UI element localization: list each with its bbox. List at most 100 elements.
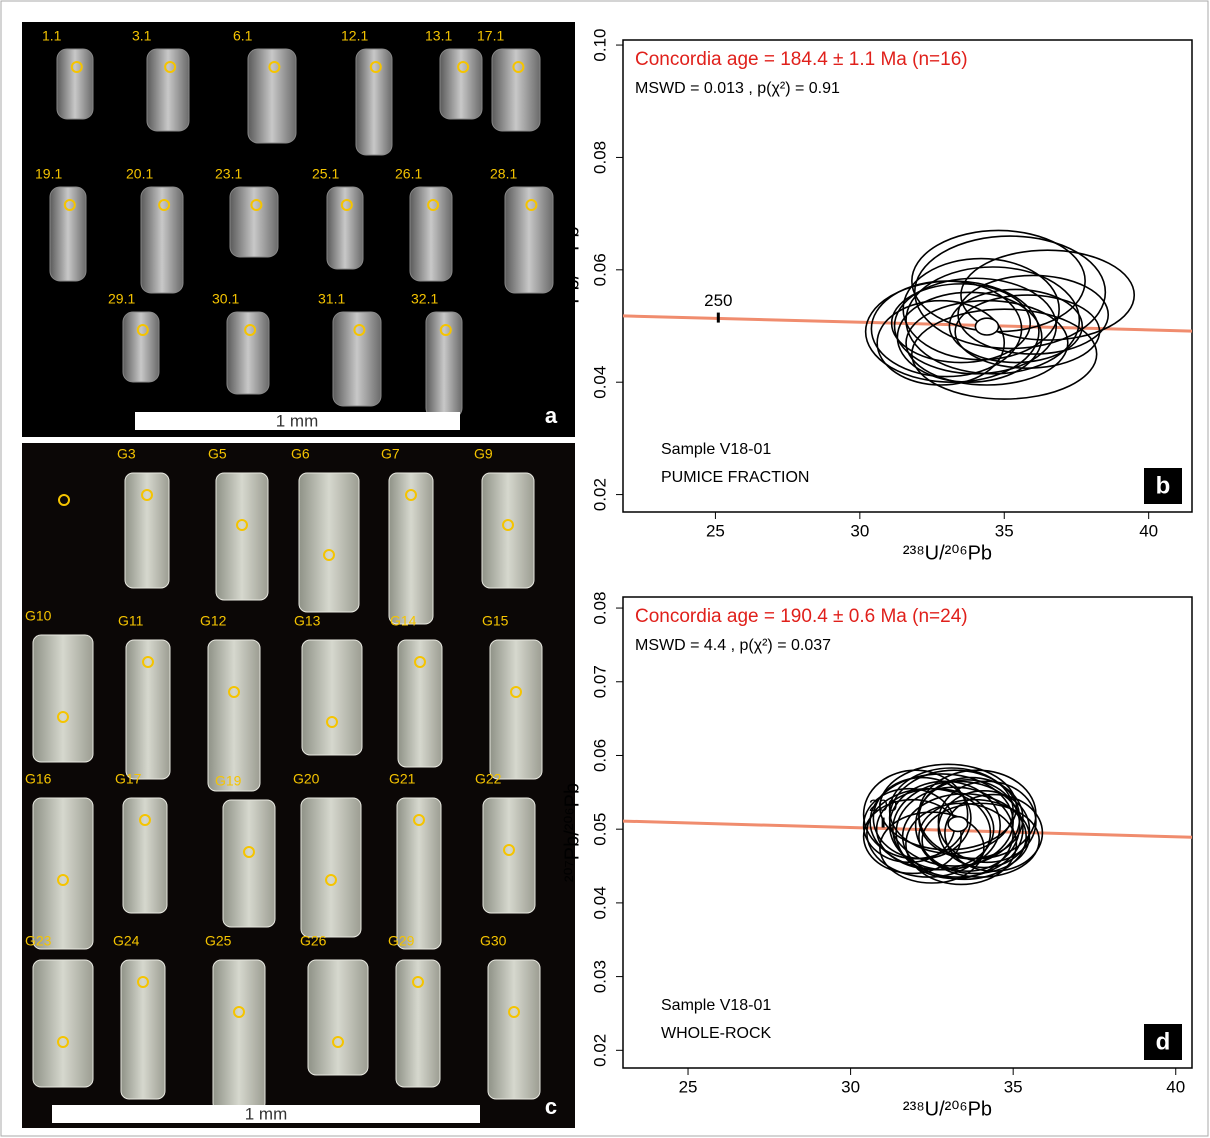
grain-label: G12 <box>200 613 227 629</box>
grain <box>141 187 183 293</box>
stats: MSWD = 0.013 , p(χ²) = 0.91 <box>635 80 840 97</box>
grain-label: G17 <box>115 771 142 787</box>
grain <box>490 640 542 779</box>
grain-label: G10 <box>25 608 52 624</box>
grain-label: 30.1 <box>212 291 239 307</box>
x-tick-label: 40 <box>1166 1077 1185 1096</box>
grain <box>126 640 170 779</box>
grain-label: G9 <box>474 446 493 462</box>
grain <box>492 49 540 131</box>
grain-label: 6.1 <box>233 28 253 44</box>
x-tick-label: 25 <box>679 1077 698 1096</box>
grain-label: G29 <box>388 933 415 949</box>
grain <box>57 49 93 119</box>
grain-label: G16 <box>25 771 52 787</box>
panel-letter: b <box>1156 472 1171 499</box>
panel-letter: d <box>1156 1028 1171 1055</box>
grain <box>302 640 362 755</box>
age-tick-label: 200 <box>869 796 897 815</box>
figure: 1.13.16.112.113.117.119.120.123.125.126.… <box>0 0 1210 1138</box>
grain <box>440 49 482 119</box>
sample-name: Sample V18-01 <box>661 441 771 458</box>
grain <box>227 312 269 394</box>
sample-fraction: PUMICE FRACTION <box>661 469 809 486</box>
grain-label: G11 <box>118 613 144 629</box>
grain-label: G15 <box>482 613 509 629</box>
grain <box>33 960 93 1087</box>
grain-label: 17.1 <box>477 28 504 44</box>
concordia-age: Concordia age = 184.4 ± 1.1 Ma (n=16) <box>635 49 968 70</box>
grain-label: G26 <box>300 933 327 949</box>
sample-fraction: WHOLE-ROCK <box>661 1025 772 1042</box>
grain-label: G22 <box>475 771 502 787</box>
scale-label: 1 mm <box>245 1104 288 1123</box>
grain-label: 1.1 <box>42 28 62 44</box>
grain <box>505 187 553 293</box>
grain <box>33 635 93 762</box>
grain <box>216 473 268 600</box>
grain-label: 25.1 <box>312 166 339 182</box>
grain <box>208 640 260 791</box>
grain-label: 3.1 <box>132 28 152 44</box>
y-tick-label: 0.05 <box>590 813 609 846</box>
panel-letter: a <box>545 403 558 428</box>
y-tick-label: 0.07 <box>590 665 609 698</box>
grain-label: G21 <box>389 771 416 787</box>
x-tick-label: 40 <box>1139 521 1158 540</box>
y-axis-title: ²⁰⁷Pb/²⁰⁶Pb <box>561 783 583 882</box>
grain <box>389 473 433 624</box>
grain <box>397 798 441 949</box>
x-tick-label: 30 <box>841 1077 860 1096</box>
grain <box>308 960 368 1075</box>
grain-label: G5 <box>208 446 227 462</box>
x-tick-label: 30 <box>850 521 869 540</box>
x-tick-label: 35 <box>995 521 1014 540</box>
x-tick-label: 35 <box>1004 1077 1023 1096</box>
grain-label: 32.1 <box>411 291 438 307</box>
grain <box>223 800 275 927</box>
grain <box>33 798 93 949</box>
grain-label: G25 <box>205 933 232 949</box>
grain-label: 12.1 <box>341 28 368 44</box>
y-tick-label: 0.02 <box>590 478 609 511</box>
x-axis-title: ²³⁸U/²⁰⁶Pb <box>903 542 992 564</box>
grain <box>123 312 159 382</box>
stats: MSWD = 4.4 , p(χ²) = 0.037 <box>635 637 831 654</box>
y-tick-label: 0.08 <box>590 592 609 625</box>
grain <box>147 49 189 131</box>
sample-name: Sample V18-01 <box>661 997 771 1014</box>
y-tick-label: 0.08 <box>590 141 609 174</box>
grain-label: 31.1 <box>318 291 345 307</box>
x-axis-title: ²³⁸U/²⁰⁶Pb <box>903 1098 992 1120</box>
y-tick-label: 0.06 <box>590 739 609 772</box>
grain-label: G23 <box>25 933 52 949</box>
y-tick-label: 0.02 <box>590 1034 609 1067</box>
grain <box>396 960 440 1087</box>
grain-label: G3 <box>117 446 136 462</box>
grain-label: 20.1 <box>126 166 153 182</box>
grain <box>398 640 442 767</box>
concordia-age: Concordia age = 190.4 ± 0.6 Ma (n=24) <box>635 606 968 627</box>
grain-label: 13.1 <box>425 28 452 44</box>
y-tick-label: 0.04 <box>590 366 609 399</box>
mean-ellipse <box>948 817 968 832</box>
grain-label: G24 <box>113 933 140 949</box>
y-tick-label: 0.10 <box>590 29 609 62</box>
scale-label: 1 mm <box>276 411 319 430</box>
grain-label: G6 <box>291 446 310 462</box>
grain-label: G30 <box>480 933 507 949</box>
x-tick-label: 25 <box>706 521 725 540</box>
y-axis-title: ²⁰⁷Pb/²⁰⁶Pb <box>561 226 583 325</box>
y-tick-label: 0.04 <box>590 886 609 919</box>
grain <box>356 49 392 155</box>
grain-label: G7 <box>381 446 400 462</box>
grain-label: G20 <box>293 771 320 787</box>
panel-letter: c <box>545 1094 557 1119</box>
grain <box>488 960 540 1099</box>
grain-label: G14 <box>390 613 417 629</box>
grain <box>301 798 361 937</box>
grain-label: G19 <box>215 773 242 789</box>
grain <box>299 473 359 612</box>
grain-label: 28.1 <box>490 166 517 182</box>
grain <box>230 187 278 257</box>
